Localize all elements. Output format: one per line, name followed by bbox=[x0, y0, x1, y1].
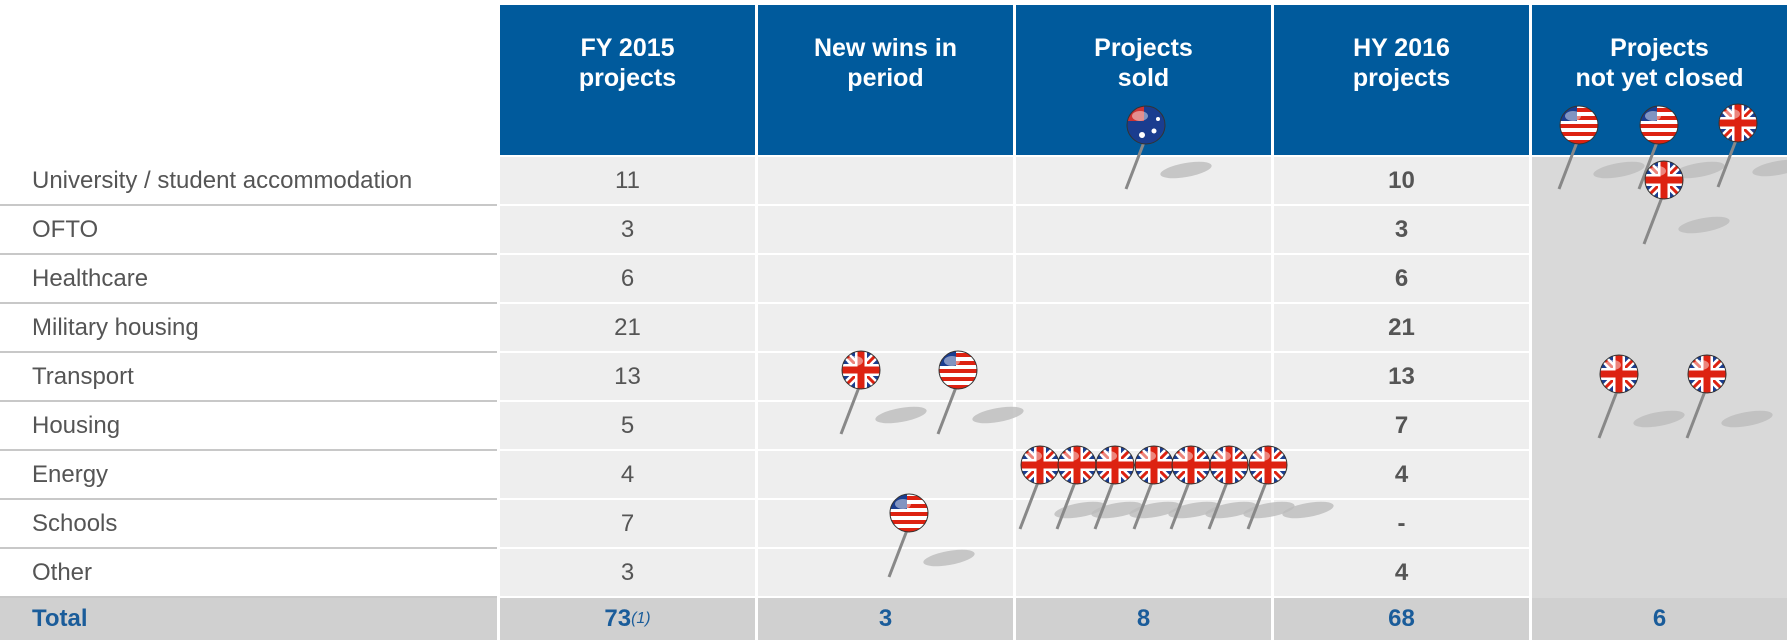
row-label: Schools bbox=[0, 500, 497, 549]
footnote-ref: (1) bbox=[631, 610, 651, 627]
cell bbox=[1016, 549, 1271, 598]
cell: 4 bbox=[500, 451, 755, 500]
cell: 13 bbox=[1274, 353, 1529, 402]
cell: 11 bbox=[500, 157, 755, 206]
header-line: Projects bbox=[1094, 34, 1193, 62]
cell bbox=[758, 549, 1013, 598]
cell bbox=[1016, 206, 1271, 255]
cell bbox=[1016, 451, 1271, 500]
row-label: Military housing bbox=[0, 304, 497, 353]
cell bbox=[1532, 402, 1787, 451]
row-label: Housing bbox=[0, 402, 497, 451]
cell bbox=[1532, 353, 1787, 402]
cell: - bbox=[1274, 500, 1529, 549]
total-cell: 73 (1) bbox=[500, 598, 755, 640]
header-line: HY 2016 bbox=[1353, 34, 1450, 62]
cell bbox=[1532, 255, 1787, 304]
cell bbox=[758, 255, 1013, 304]
header-line: period bbox=[847, 64, 924, 92]
cell: 3 bbox=[500, 549, 755, 598]
header-line: not yet closed bbox=[1575, 64, 1744, 92]
cell bbox=[758, 157, 1013, 206]
cell bbox=[1016, 304, 1271, 353]
cell bbox=[758, 500, 1013, 549]
header-line: New wins in bbox=[813, 34, 958, 62]
cell bbox=[758, 304, 1013, 353]
cell: 7 bbox=[1274, 402, 1529, 451]
cell: 21 bbox=[500, 304, 755, 353]
total-cell: 3 bbox=[758, 598, 1013, 640]
total-cell: 8 bbox=[1016, 598, 1271, 640]
cell bbox=[758, 451, 1013, 500]
cell: 10 bbox=[1274, 157, 1529, 206]
cell bbox=[1016, 157, 1271, 206]
row-label: Healthcare bbox=[0, 255, 497, 304]
header-line: projects bbox=[578, 64, 677, 92]
cell bbox=[1532, 500, 1787, 549]
column-header: Projects not yet closed bbox=[1532, 5, 1787, 155]
header-line: projects bbox=[1352, 64, 1451, 92]
cell: 4 bbox=[1274, 549, 1529, 598]
total-cell: 6 bbox=[1532, 598, 1787, 640]
cell bbox=[1532, 304, 1787, 353]
cell bbox=[1532, 451, 1787, 500]
total-value: 6 bbox=[1652, 605, 1667, 632]
header-line: Projects bbox=[1610, 34, 1709, 62]
header-line: sold bbox=[1117, 64, 1170, 92]
cell bbox=[1532, 549, 1787, 598]
cell bbox=[1016, 500, 1271, 549]
cell: 21 bbox=[1274, 304, 1529, 353]
column-header: HY 2016 projects bbox=[1274, 5, 1529, 155]
total-value: 8 bbox=[1136, 605, 1151, 632]
cell: 13 bbox=[500, 353, 755, 402]
column-header: New wins in period bbox=[758, 5, 1013, 155]
cell bbox=[758, 353, 1013, 402]
cell bbox=[1016, 402, 1271, 451]
cell: 3 bbox=[1274, 206, 1529, 255]
total-label: Total bbox=[0, 598, 497, 640]
header-line: FY 2015 bbox=[580, 34, 675, 62]
cell: 7 bbox=[500, 500, 755, 549]
cell bbox=[1532, 157, 1787, 206]
cell bbox=[1016, 255, 1271, 304]
total-cell: 68 bbox=[1274, 598, 1529, 640]
cell bbox=[1016, 353, 1271, 402]
cell: 6 bbox=[1274, 255, 1529, 304]
total-value: 68 bbox=[1388, 605, 1415, 632]
column-header: Projects sold bbox=[1016, 5, 1271, 155]
cell: 3 bbox=[500, 206, 755, 255]
row-label: Transport bbox=[0, 353, 497, 402]
cell bbox=[758, 206, 1013, 255]
cell: 6 bbox=[500, 255, 755, 304]
row-label: OFTO bbox=[0, 206, 497, 255]
total-value: 3 bbox=[878, 605, 893, 632]
cell bbox=[1532, 206, 1787, 255]
cell: 4 bbox=[1274, 451, 1529, 500]
row-label: Other bbox=[0, 549, 497, 598]
cell bbox=[758, 402, 1013, 451]
cell: 5 bbox=[500, 402, 755, 451]
row-label: University / student accommodation bbox=[0, 157, 497, 206]
row-label: Energy bbox=[0, 451, 497, 500]
column-header: FY 2015 projects bbox=[500, 5, 755, 155]
total-value: 73 bbox=[604, 605, 632, 632]
